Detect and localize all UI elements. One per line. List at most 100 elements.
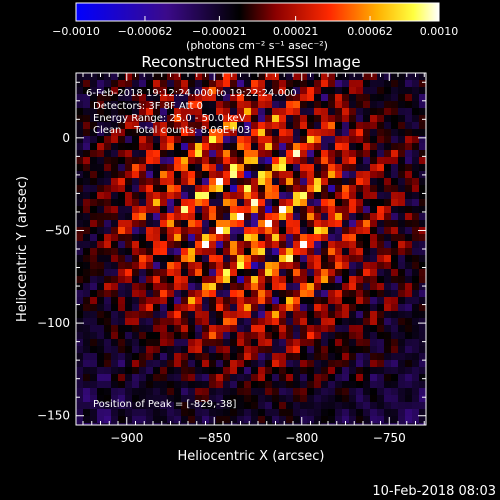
heatmap-cell: [419, 374, 426, 381]
heatmap-cell: [321, 395, 328, 402]
heatmap-cell: [244, 416, 251, 423]
heatmap-cell: [307, 381, 314, 388]
heatmap-cell: [293, 192, 300, 199]
heatmap-cell: [90, 94, 97, 101]
heatmap-cell: [419, 129, 426, 136]
heatmap-cell: [146, 248, 153, 255]
heatmap-cell: [83, 87, 90, 94]
heatmap-cell: [146, 416, 153, 423]
heatmap-cell: [384, 402, 391, 409]
heatmap-cell: [160, 346, 167, 353]
heatmap-cell: [419, 311, 426, 318]
heatmap-cell: [419, 332, 426, 339]
heatmap-cell: [279, 115, 286, 122]
colorbar-tick-label: −0.00062: [118, 25, 173, 38]
heatmap-cell: [419, 353, 426, 360]
heatmap-cell: [328, 248, 335, 255]
heatmap-cell: [153, 318, 160, 325]
heatmap-cell: [146, 311, 153, 318]
heatmap-cell: [153, 192, 160, 199]
heatmap-cell: [349, 304, 356, 311]
heatmap-cell: [335, 297, 342, 304]
heatmap-cell: [188, 297, 195, 304]
heatmap-cell: [293, 241, 300, 248]
heatmap-cell: [104, 143, 111, 150]
heatmap-cell: [321, 409, 328, 416]
heatmap-cell: [153, 108, 160, 115]
heatmap-cell: [153, 346, 160, 353]
heatmap-cell: [419, 136, 426, 143]
heatmap-cell: [97, 122, 104, 129]
heatmap-cell: [181, 304, 188, 311]
heatmap-cell: [251, 241, 258, 248]
heatmap-cell: [349, 136, 356, 143]
heatmap-cell: [251, 234, 258, 241]
heatmap-cell: [377, 248, 384, 255]
heatmap-cell: [258, 136, 265, 143]
heatmap-cell: [286, 339, 293, 346]
heatmap-cell: [349, 381, 356, 388]
heatmap-cell: [118, 220, 125, 227]
heatmap-cell: [286, 171, 293, 178]
heatmap-cell: [132, 332, 139, 339]
heatmap-cell: [202, 395, 209, 402]
heatmap-cell: [328, 87, 335, 94]
heatmap-cell: [377, 185, 384, 192]
heatmap-cell: [146, 339, 153, 346]
heatmap-cell: [321, 192, 328, 199]
heatmap-cell: [377, 402, 384, 409]
heatmap-cell: [370, 115, 377, 122]
heatmap-cell: [195, 108, 202, 115]
heatmap-cell: [356, 213, 363, 220]
heatmap-cell: [223, 108, 230, 115]
heatmap-cell: [111, 101, 118, 108]
heatmap-cell: [272, 164, 279, 171]
heatmap-cell: [349, 227, 356, 234]
heatmap-cell: [209, 234, 216, 241]
heatmap-cell: [272, 374, 279, 381]
heatmap-cell: [111, 157, 118, 164]
heatmap-cell: [244, 129, 251, 136]
heatmap-cell: [349, 171, 356, 178]
heatmap-cell: [258, 73, 265, 80]
heatmap-cell: [279, 87, 286, 94]
heatmap-cell: [104, 367, 111, 374]
heatmap-cell: [258, 248, 265, 255]
heatmap-cell: [111, 150, 118, 157]
heatmap-cell: [90, 241, 97, 248]
heatmap-cell: [174, 122, 181, 129]
heatmap-cell: [363, 241, 370, 248]
heatmap-cell: [181, 73, 188, 80]
heatmap-cell: [258, 241, 265, 248]
heatmap-cell: [321, 136, 328, 143]
heatmap-cell: [111, 283, 118, 290]
heatmap-cell: [293, 164, 300, 171]
heatmap-cell: [153, 234, 160, 241]
heatmap-cell: [391, 80, 398, 87]
heatmap-cell: [111, 381, 118, 388]
heatmap-cell: [342, 150, 349, 157]
heatmap-cell: [293, 87, 300, 94]
heatmap-cell: [363, 115, 370, 122]
heatmap-cell: [377, 94, 384, 101]
heatmap-cell: [90, 220, 97, 227]
heatmap-cell: [160, 241, 167, 248]
heatmap-cell: [321, 402, 328, 409]
heatmap-cell: [265, 101, 272, 108]
heatmap-cell: [188, 150, 195, 157]
heatmap-cell: [300, 283, 307, 290]
heatmap-cell: [118, 80, 125, 87]
heatmap-cell: [237, 395, 244, 402]
heatmap-cell: [384, 80, 391, 87]
heatmap-cell: [202, 311, 209, 318]
heatmap-cell: [384, 73, 391, 80]
heatmap-cell: [195, 255, 202, 262]
heatmap-cell: [160, 185, 167, 192]
heatmap-cell: [237, 290, 244, 297]
heatmap-cell: [76, 213, 83, 220]
heatmap-cell: [321, 122, 328, 129]
heatmap-cell: [90, 143, 97, 150]
heatmap-cell: [167, 185, 174, 192]
heatmap-cell: [293, 234, 300, 241]
heatmap-cell: [83, 234, 90, 241]
